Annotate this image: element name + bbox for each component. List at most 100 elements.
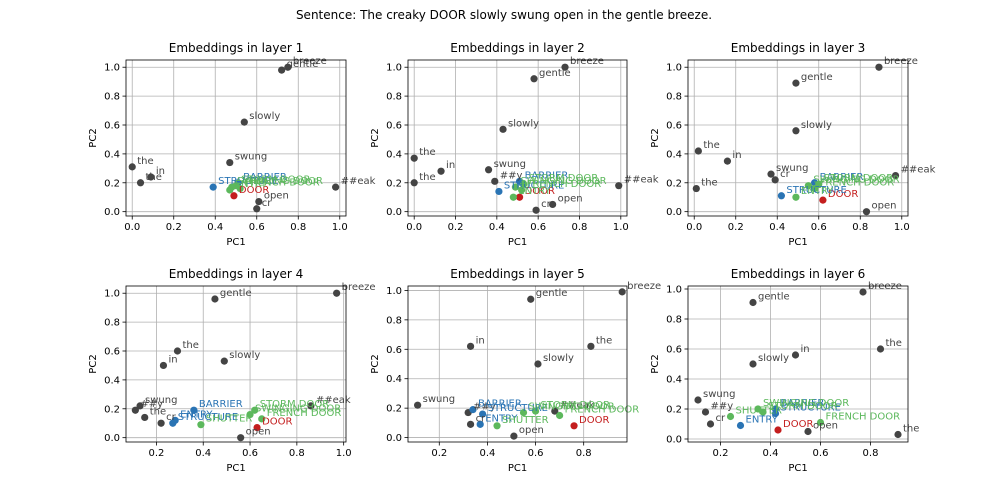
point-green bbox=[236, 184, 244, 193]
point-label: open bbox=[519, 425, 544, 436]
point-blue bbox=[777, 192, 785, 200]
y-axis-label: PC2 bbox=[650, 128, 661, 147]
point-sentence bbox=[527, 295, 535, 303]
point-sentence bbox=[141, 413, 149, 422]
y-tick-label: 0.4 bbox=[666, 149, 682, 160]
point-sentence bbox=[240, 118, 248, 126]
point-sentence bbox=[561, 63, 569, 71]
point-label: slowly bbox=[543, 353, 574, 364]
point-green bbox=[197, 421, 205, 429]
point-label: slowly bbox=[249, 111, 280, 122]
point-green bbox=[811, 184, 819, 193]
y-tick-label: 0.4 bbox=[104, 149, 120, 160]
x-tick-label: 0.2 bbox=[431, 448, 447, 459]
point-sentence bbox=[534, 360, 542, 368]
point-label: BARRIER bbox=[243, 172, 287, 183]
y-tick-label: 0.2 bbox=[386, 178, 402, 189]
plot-frame bbox=[407, 59, 628, 217]
point-sentence bbox=[211, 295, 219, 303]
point-sentence bbox=[173, 347, 182, 355]
point-green bbox=[258, 415, 266, 423]
point-sentence bbox=[333, 289, 341, 297]
y-tick-label: 0.4 bbox=[104, 375, 120, 386]
point-green bbox=[493, 422, 501, 430]
point-label: STORM DOOR bbox=[768, 401, 838, 412]
point-label: the bbox=[596, 335, 612, 346]
point-label: breeze bbox=[342, 282, 376, 293]
x-axis-label: PC1 bbox=[788, 237, 807, 248]
point-sentence bbox=[767, 170, 775, 178]
point-sentence bbox=[159, 361, 168, 370]
point-label: STORM DOOR bbox=[260, 399, 330, 410]
x-tick-label: 0.4 bbox=[195, 448, 211, 459]
point-blue bbox=[469, 406, 477, 414]
point-label: DOOR bbox=[783, 419, 813, 430]
point-green bbox=[816, 418, 825, 427]
point-sentence bbox=[859, 288, 867, 296]
point-label: DOOR bbox=[239, 185, 269, 196]
x-tick-label: 0.6 bbox=[813, 448, 829, 459]
point-sentence bbox=[332, 183, 340, 191]
point-green bbox=[511, 183, 520, 191]
point-label: STRUCTURE bbox=[786, 185, 846, 196]
point-green bbox=[804, 182, 812, 190]
point-blue bbox=[495, 187, 503, 196]
point-label: cr bbox=[476, 413, 486, 424]
point-label: the bbox=[146, 172, 162, 183]
point-target bbox=[515, 193, 524, 201]
point-green bbox=[226, 186, 234, 194]
point-green bbox=[246, 410, 254, 419]
y-tick-label: 0.4 bbox=[386, 149, 402, 160]
point-green bbox=[556, 411, 564, 420]
y-tick-label: 0.6 bbox=[666, 345, 682, 356]
x-tick-label: 1.0 bbox=[332, 222, 348, 233]
point-label: the bbox=[703, 140, 719, 151]
point-label: SWINGING DOOR bbox=[763, 398, 849, 409]
point-label: DOOR bbox=[579, 415, 609, 426]
point-sentence bbox=[220, 357, 228, 365]
point-label: in bbox=[168, 354, 177, 365]
point-blue bbox=[171, 416, 179, 424]
point-sentence bbox=[549, 200, 557, 209]
point-label: the bbox=[903, 424, 919, 435]
point-label: breeze bbox=[570, 56, 604, 67]
point-label: ##y bbox=[140, 399, 163, 410]
chart-panel-5: 0.2 0.4 0.6 0.8 0.0 0.2 0.4 0.6 0.8 1.0 gentle bree… bbox=[370, 267, 661, 474]
point-label: breeze bbox=[868, 281, 902, 292]
point-sentence bbox=[706, 420, 715, 428]
point-label: ENTRY bbox=[746, 415, 779, 426]
point-label: SWINGING DOOR bbox=[520, 176, 606, 187]
x-tick-label: 0.6 bbox=[530, 222, 546, 233]
x-tick-label: 1.0 bbox=[894, 222, 910, 233]
point-label: FRENCH DOOR bbox=[565, 405, 640, 416]
point-label: gentle bbox=[220, 288, 252, 299]
x-tick-label: 0.0 bbox=[406, 222, 422, 233]
x-axis-label: PC1 bbox=[226, 463, 245, 474]
point-label: ENTRY bbox=[801, 186, 834, 197]
point-label: the bbox=[137, 156, 153, 167]
point-blue bbox=[736, 421, 745, 430]
point-label: breeze bbox=[627, 281, 661, 292]
y-tick-label: 0.8 bbox=[104, 92, 120, 103]
y-tick-label: 0.2 bbox=[386, 404, 402, 415]
point-label: gentle bbox=[758, 292, 790, 303]
point-label: SWINGING DOOR bbox=[813, 175, 899, 186]
x-tick-label: 0.4 bbox=[769, 222, 785, 233]
x-axis-label: PC1 bbox=[508, 237, 527, 248]
y-tick-label: 0.0 bbox=[104, 207, 120, 218]
point-label: SWINGING DOOR bbox=[237, 176, 323, 187]
point-label: cr bbox=[541, 199, 551, 210]
x-tick-label: 0.4 bbox=[763, 448, 779, 459]
panel-title: Embeddings in layer 5 bbox=[450, 267, 584, 281]
y-tick-label: 0.2 bbox=[104, 178, 120, 189]
panel-title: Embeddings in layer 6 bbox=[731, 267, 865, 281]
y-tick-label: 0.0 bbox=[386, 207, 402, 218]
y-axis-label: PC2 bbox=[370, 354, 381, 373]
x-tick-label: 0.0 bbox=[124, 222, 140, 233]
x-tick-label: 0.4 bbox=[489, 222, 505, 233]
point-sentence bbox=[128, 163, 136, 171]
x-tick-label: 0.6 bbox=[528, 448, 544, 459]
y-tick-label: 0.6 bbox=[666, 121, 682, 132]
point-label: breeze bbox=[293, 56, 327, 67]
y-axis-label: PC2 bbox=[650, 354, 661, 373]
